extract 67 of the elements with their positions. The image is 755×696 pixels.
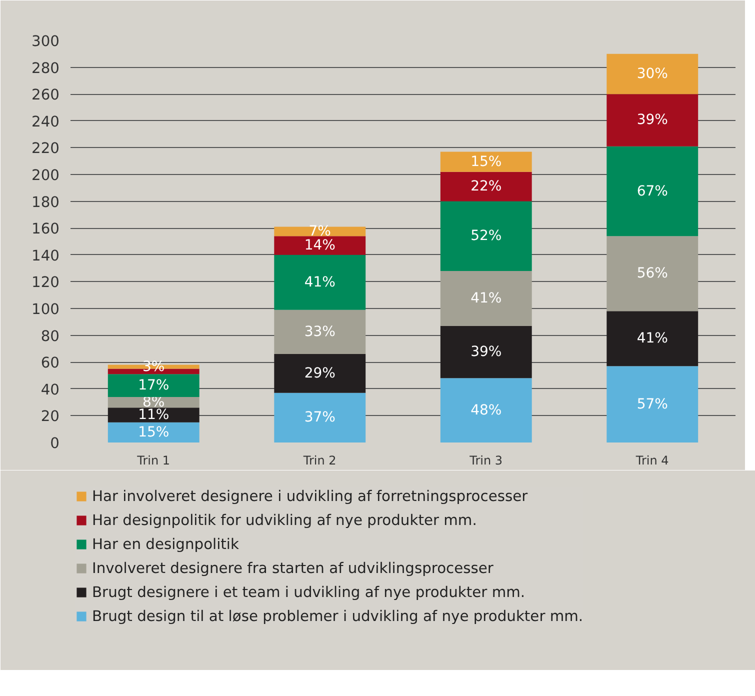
y-tick-label: 80: [40, 328, 60, 345]
data-label: 14%: [304, 238, 336, 254]
data-label: 11%: [138, 407, 170, 424]
y-tick-label: 60: [40, 354, 60, 372]
data-label: 57%: [636, 396, 668, 412]
bar: [606, 236, 698, 312]
data-label: 29%: [304, 365, 336, 382]
data-label: 67%: [636, 183, 668, 200]
bar: [440, 326, 532, 378]
bar: [274, 310, 366, 354]
data-label: 7%: [308, 223, 331, 240]
legend-label: Har designpolitik for udvikling af nye produkter mm.: [92, 511, 477, 529]
bar: [108, 408, 200, 422]
bar: [440, 378, 532, 442]
y-tick-label: 180: [32, 194, 60, 211]
y-tick-label: 280: [32, 60, 60, 77]
data-label: 39%: [470, 344, 502, 360]
bar: [440, 152, 532, 172]
x-tick-label: Trin 2: [302, 454, 336, 468]
data-label: 33%: [304, 324, 336, 340]
bar: [606, 54, 698, 94]
data-label: 39%: [636, 112, 668, 128]
bar: [606, 311, 698, 366]
y-tick-label: 140: [32, 247, 60, 264]
y-tick-label: 300: [32, 33, 60, 50]
legend-label: Har en designpolitik: [92, 535, 239, 553]
bar: [274, 236, 366, 255]
data-label: 41%: [636, 330, 668, 347]
bar: [440, 172, 532, 202]
bar: [606, 366, 698, 442]
y-tick-label: 40: [40, 381, 60, 398]
data-label: 30%: [636, 66, 668, 82]
y-tick-label: 260: [32, 86, 60, 104]
y-tick-label: 120: [32, 274, 60, 292]
y-tick-label: 240: [32, 113, 60, 130]
y-tick-label: 160: [32, 220, 60, 238]
y-tick-label: 220: [32, 140, 60, 158]
data-label: 17%: [138, 378, 170, 394]
x-tick-label: Trin 1: [136, 454, 170, 468]
x-tick-label: Trin 4: [634, 454, 669, 468]
bar: [274, 392, 366, 442]
data-label: 41%: [470, 290, 502, 306]
y-tick-label: 100: [32, 301, 60, 318]
data-label: 22%: [470, 178, 502, 195]
data-label: 15%: [470, 154, 502, 170]
data-label: 15%: [138, 424, 170, 440]
bar: [440, 201, 532, 271]
legend-label: Brugt design til at løse problemer i udvikling af nye produkter mm.: [92, 607, 584, 625]
y-tick-label: 20: [40, 408, 60, 426]
y-tick-label: 0: [50, 435, 60, 452]
data-label: 37%: [304, 410, 336, 426]
bar: [606, 146, 698, 236]
data-label: 41%: [304, 274, 336, 290]
data-label: 52%: [470, 228, 502, 244]
legend-label: Brugt designere i et team i udvikling af nye produkter mm.: [92, 583, 526, 601]
data-label: 56%: [636, 266, 668, 282]
y-tick-label: 200: [32, 167, 60, 184]
bar: [606, 94, 698, 146]
bar: [274, 354, 366, 393]
bar: [440, 270, 532, 326]
bar: [108, 422, 200, 442]
bar: [274, 254, 366, 310]
legend-label: Har involveret designere i udvikling af forretningsprocesser: [92, 487, 528, 505]
bar: [108, 374, 200, 397]
x-tick-label: Trin 3: [468, 454, 503, 468]
legend-label: Involveret designere fra starten af udviklingsprocesser: [92, 559, 494, 577]
data-label: 48%: [470, 402, 502, 418]
